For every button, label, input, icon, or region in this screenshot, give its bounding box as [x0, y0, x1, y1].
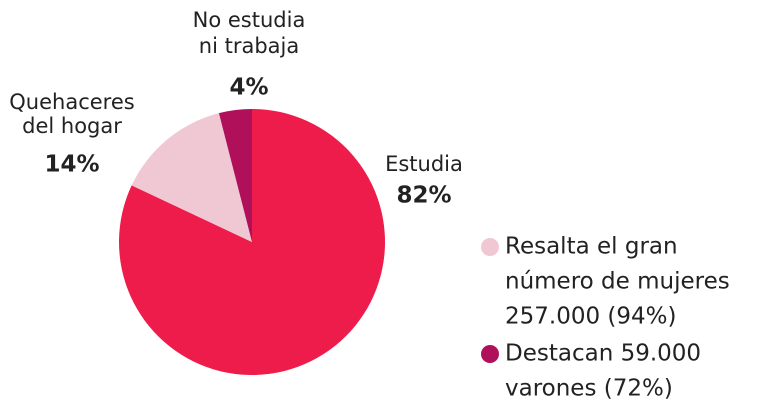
slice-label: ni trabaja [199, 34, 299, 58]
note-text: varones (72%) [505, 376, 673, 402]
slice-label: Estudia [385, 152, 463, 176]
pie-slice [218, 109, 252, 242]
slice-value-label: 14% [44, 152, 99, 178]
slice-label: No estudia [193, 8, 306, 32]
note-bullet [481, 345, 499, 363]
slice-value-label: 4% [229, 75, 268, 101]
slice-label: Quehaceres [9, 90, 134, 114]
slice-label: del hogar [22, 114, 122, 138]
note-text: Resalta el gran [505, 234, 678, 260]
slice-value-label: 82% [396, 183, 451, 209]
note-text: número de mujeres [505, 269, 730, 295]
note-text: Destacan 59.000 [505, 341, 701, 367]
note-bullet [481, 238, 499, 256]
note-text: 257.000 (94%) [505, 304, 677, 330]
pie-slice [131, 113, 252, 242]
